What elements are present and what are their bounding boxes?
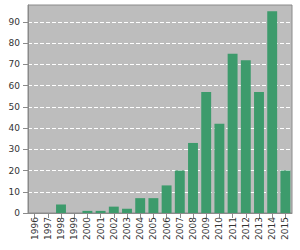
- svg-text:10: 10: [9, 187, 21, 197]
- svg-text:60: 60: [9, 81, 21, 91]
- svg-text:2008: 2008: [188, 217, 198, 240]
- svg-text:20: 20: [9, 166, 21, 176]
- svg-text:2002: 2002: [109, 217, 119, 240]
- svg-text:1997: 1997: [43, 217, 53, 240]
- svg-text:2010: 2010: [214, 217, 224, 240]
- svg-text:2014: 2014: [267, 217, 277, 240]
- svg-text:2009: 2009: [201, 217, 211, 240]
- svg-text:2004: 2004: [135, 217, 145, 240]
- svg-text:1998: 1998: [56, 217, 66, 240]
- svg-text:0: 0: [14, 208, 20, 218]
- svg-text:2011: 2011: [228, 217, 238, 240]
- svg-text:90: 90: [9, 17, 21, 27]
- svg-text:2003: 2003: [122, 217, 132, 240]
- svg-text:50: 50: [9, 102, 21, 112]
- svg-text:2000: 2000: [82, 217, 92, 240]
- svg-text:70: 70: [9, 59, 21, 69]
- svg-text:2013: 2013: [254, 217, 264, 240]
- svg-text:2005: 2005: [148, 217, 158, 240]
- svg-text:80: 80: [9, 38, 21, 48]
- svg-text:2012: 2012: [241, 217, 251, 240]
- svg-text:2001: 2001: [96, 217, 106, 240]
- svg-text:1996: 1996: [30, 217, 40, 240]
- svg-text:2015: 2015: [280, 217, 290, 240]
- svg-text:30: 30: [9, 144, 21, 154]
- svg-text:2006: 2006: [162, 217, 172, 240]
- svg-text:2007: 2007: [175, 217, 185, 240]
- svg-text:1999: 1999: [69, 217, 79, 240]
- svg-text:40: 40: [9, 123, 21, 133]
